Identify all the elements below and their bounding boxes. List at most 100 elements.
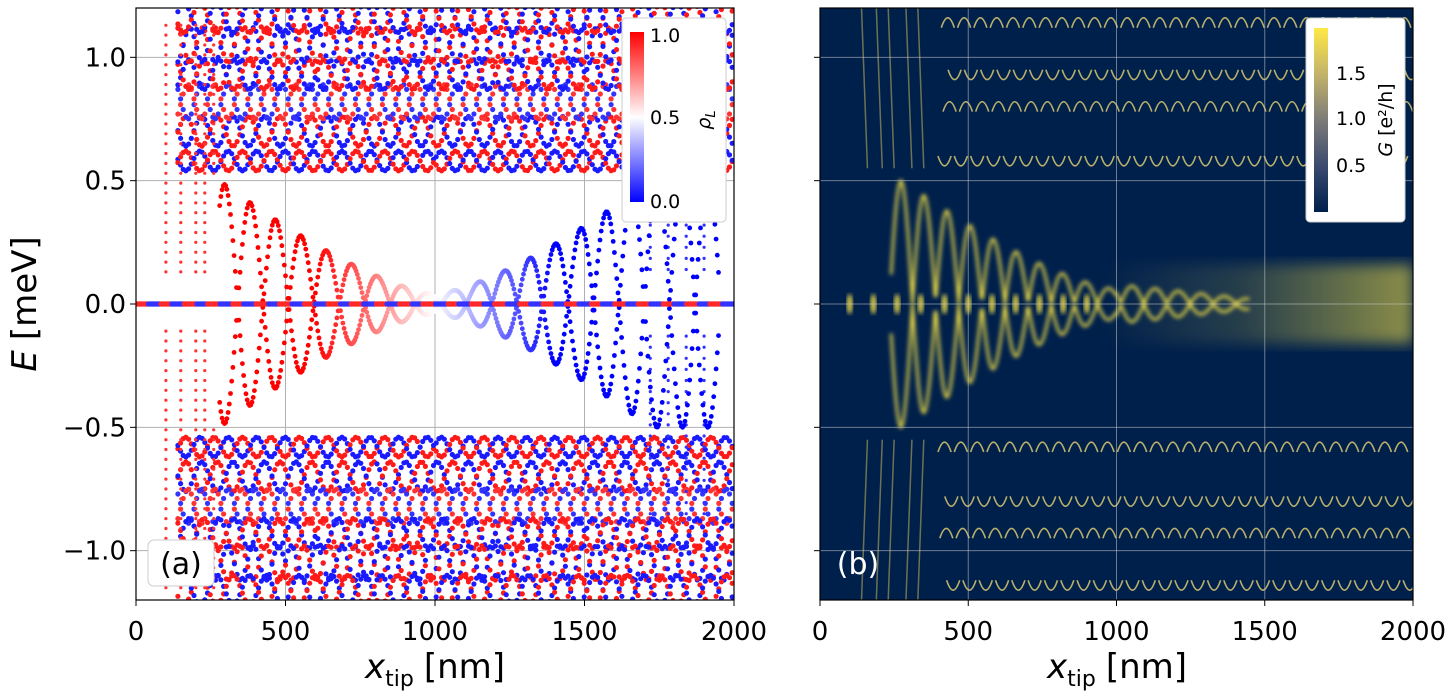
scatter-point <box>266 482 272 488</box>
scatter-point <box>608 57 614 63</box>
scatter-point <box>299 122 305 129</box>
scatter-point <box>274 495 280 502</box>
scatter-point <box>288 120 294 126</box>
scatter-point <box>417 544 423 550</box>
scatter-point <box>724 472 730 478</box>
scatter-point <box>247 91 254 97</box>
scatter-point <box>538 491 544 497</box>
scatter-point <box>404 533 410 539</box>
scatter-point <box>428 116 434 122</box>
scatter-point <box>234 576 240 582</box>
scatter-point <box>562 45 569 51</box>
scatter-point <box>643 573 649 579</box>
scatter-point <box>587 44 593 50</box>
scatter-point <box>234 598 240 600</box>
scatter-point <box>549 116 555 122</box>
scatter-point <box>406 24 412 30</box>
scatter-point <box>495 116 501 122</box>
scatter-point <box>369 569 375 576</box>
scatter-point <box>648 568 655 575</box>
scatter-point <box>519 583 525 589</box>
scatter-point <box>579 600 584 605</box>
scatter-point <box>239 534 245 540</box>
scatter-point <box>301 543 307 549</box>
scatter-point <box>554 481 560 487</box>
scatter-point <box>541 452 547 458</box>
scatter-point <box>428 518 434 524</box>
scatter-point <box>581 122 587 129</box>
scatter-point <box>425 55 431 61</box>
scatter-point <box>511 40 517 46</box>
scatter-point <box>630 578 636 584</box>
scatter-point <box>474 38 480 44</box>
scatter-point <box>420 506 426 512</box>
scatter-point <box>589 154 595 160</box>
scatter-point <box>404 74 410 80</box>
scatter-point <box>253 56 259 62</box>
scatter-point <box>691 511 698 517</box>
scatter-point <box>533 162 539 168</box>
scatter-point <box>455 580 461 586</box>
scatter-point <box>522 486 528 492</box>
scatter-point <box>608 545 614 551</box>
scatter-point <box>315 2 320 7</box>
scatter-point <box>221 91 227 97</box>
scatter-point <box>603 548 609 554</box>
scatter-point <box>689 524 695 530</box>
scatter-point <box>525 111 531 117</box>
scatter-point <box>581 96 587 102</box>
scatter-point <box>673 462 679 468</box>
scatter-point <box>374 548 380 554</box>
scatter-point <box>301 106 307 113</box>
scatter-point <box>253 476 259 482</box>
scatter-point <box>632 491 638 497</box>
scatter-point <box>393 506 399 512</box>
scatter-point <box>584 476 590 482</box>
scatter-point <box>377 111 383 117</box>
scatter-point <box>697 436 703 442</box>
scatter-point <box>611 2 616 7</box>
scatter-point <box>517 444 523 450</box>
scatter-point <box>595 64 601 70</box>
scatter-point <box>676 1 681 6</box>
scatter-point <box>296 555 302 561</box>
scatter-point <box>323 581 329 587</box>
scatter-point <box>210 67 216 73</box>
scatter-point <box>223 583 229 589</box>
scatter-point <box>613 153 620 159</box>
scatter-point <box>560 602 565 607</box>
scatter-point <box>264 84 270 90</box>
scatter-point <box>412 1 417 6</box>
scatter-point <box>447 40 453 46</box>
scatter-point <box>538 552 544 558</box>
scatter-point <box>266 548 272 555</box>
scatter-point <box>164 457 168 461</box>
scatter-point <box>544 1 549 6</box>
scatter-point <box>398 518 404 524</box>
scatter-point <box>218 25 224 31</box>
scatter-point <box>576 36 582 42</box>
scatter-point <box>207 592 213 598</box>
scatter-point <box>506 58 512 64</box>
scatter-point <box>538 122 544 129</box>
scatter-point <box>552 473 558 479</box>
scatter-point <box>651 563 657 569</box>
scatter-point <box>369 550 375 557</box>
scatter-point <box>307 594 313 600</box>
scatter-point <box>490 161 496 167</box>
scatter-point <box>482 486 488 492</box>
scatter-point <box>549 486 555 492</box>
scatter-point <box>646 473 652 479</box>
scatter-point <box>282 467 289 473</box>
scatter-point <box>232 1 237 6</box>
scatter-point <box>307 22 313 28</box>
scatter-point <box>315 77 321 83</box>
scatter-point <box>511 167 517 173</box>
scatter-point <box>616 486 622 492</box>
scatter-point <box>164 477 168 481</box>
scatter-point <box>387 486 393 492</box>
scatter-point <box>253 73 259 79</box>
scatter-point <box>503 511 509 517</box>
scatter-point <box>272 151 278 157</box>
